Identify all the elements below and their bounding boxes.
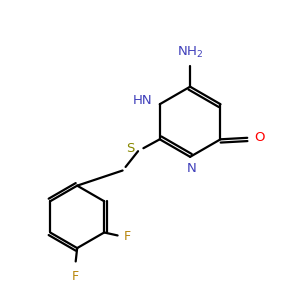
Text: N: N — [187, 162, 196, 175]
Text: NH$_2$: NH$_2$ — [177, 45, 203, 60]
Text: O: O — [254, 131, 264, 144]
Text: HN: HN — [133, 94, 152, 107]
Text: F: F — [72, 270, 79, 284]
Text: F: F — [124, 230, 131, 243]
Text: S: S — [126, 142, 134, 155]
